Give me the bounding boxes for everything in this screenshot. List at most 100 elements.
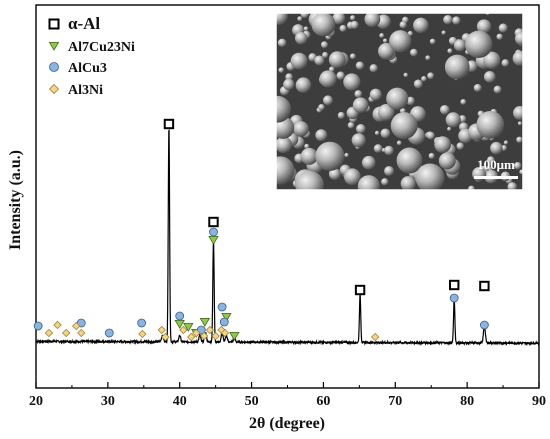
sem-particle (441, 30, 446, 35)
phase-marker-diamond (77, 328, 86, 338)
phase-marker-triangle-down (229, 331, 240, 341)
sem-particle (483, 71, 496, 83)
sem-particle (369, 88, 382, 101)
phase-marker-triangle-down (208, 235, 219, 245)
sem-particle (278, 67, 285, 73)
sem-particle (295, 77, 312, 93)
legend: α-Al Al7Cu23Ni AlCu3 Al3Ni (48, 14, 135, 98)
sem-particle (377, 104, 395, 121)
sem-particle (297, 16, 303, 22)
phase-marker-circle (33, 321, 43, 331)
sem-particle (350, 15, 356, 21)
sem-particle (344, 168, 361, 186)
sem-particle (434, 136, 451, 153)
sem-particle (315, 141, 345, 171)
sem-particle (514, 32, 523, 46)
sem-particle (319, 70, 337, 88)
sem-particle (453, 39, 466, 52)
phase-marker-diamond (371, 332, 380, 342)
phase-marker-triangle-down (221, 312, 232, 322)
phase-marker-diamond (53, 320, 62, 330)
phase-marker-diamond (187, 332, 196, 342)
sem-particle (293, 121, 309, 137)
phase-marker-square (163, 118, 175, 130)
sem-particle (439, 104, 450, 115)
sem-particle (328, 51, 346, 69)
sem-particle (285, 73, 293, 81)
phase-marker-diamond (44, 328, 54, 338)
sem-particle (384, 145, 394, 156)
phase-marker-square (449, 279, 460, 291)
phase-marker-diamond (192, 328, 201, 338)
x-tick-label-20: 20 (29, 394, 43, 409)
sem-particle (300, 13, 310, 19)
sem-particle (517, 121, 522, 126)
sem-particle (456, 142, 465, 150)
sem-particle (425, 55, 431, 61)
legend-symbol-triangle-down (48, 42, 60, 51)
sem-particle (498, 23, 508, 33)
sem-particle (357, 175, 380, 190)
sem-particle (354, 90, 363, 98)
sem-particle (493, 85, 502, 94)
y-axis-title: Intensity (a.u.) (7, 150, 24, 250)
legend-label-square: α-Al (68, 14, 100, 33)
sem-particle (413, 79, 423, 89)
sem-particle (413, 17, 429, 34)
x-tick-label-40: 40 (173, 394, 187, 409)
sem-particle (328, 168, 341, 181)
sem-particle (283, 78, 295, 91)
x-axis-ticks (35, 382, 540, 388)
phase-marker-square (208, 216, 219, 228)
phase-marker-diamond (199, 331, 209, 341)
sem-particle (355, 124, 366, 134)
phase-marker-diamond (161, 332, 170, 342)
phase-markers (33, 118, 490, 342)
phase-marker-circle (137, 318, 147, 328)
sem-particle (304, 143, 310, 149)
sem-particle (476, 110, 505, 139)
legend-symbol-square (48, 18, 60, 30)
sem-particle (438, 152, 456, 170)
sem-particle (386, 87, 409, 110)
sem-particle (276, 95, 291, 123)
sem-particle (344, 152, 349, 158)
legend-symbol-circle (49, 62, 59, 72)
sem-particle (295, 170, 324, 190)
sem-particle (300, 147, 318, 165)
sem-particle (447, 48, 453, 54)
sem-particle (503, 140, 509, 145)
sem-particle (350, 20, 359, 30)
sem-particle (343, 73, 361, 91)
sem-particle (374, 130, 380, 136)
sem-particle (378, 42, 395, 60)
sem-scale-bar (474, 176, 518, 179)
sem-particle (380, 128, 391, 139)
sem-particle (421, 75, 427, 82)
sem-particle (443, 15, 453, 25)
sem-particle (364, 13, 381, 28)
legend-label-diamond: Al3Ni (68, 83, 103, 98)
x-tick-label-90: 90 (532, 394, 546, 409)
xrd-pattern-line (35, 128, 540, 347)
sem-particle (516, 136, 523, 144)
sem-particle (473, 83, 482, 92)
sem-particle (332, 13, 346, 25)
sem-particle (276, 156, 295, 185)
sem-particle (277, 38, 287, 48)
sem-particle (276, 13, 288, 26)
sem-particle (351, 133, 366, 148)
sem-particle (379, 33, 385, 39)
sem-particle (496, 33, 503, 40)
phase-marker-diamond (72, 321, 81, 331)
legend-symbol-diamond (48, 83, 60, 95)
sem-particle (352, 97, 369, 114)
phase-marker-circle (219, 317, 229, 327)
sem-particle (389, 30, 412, 53)
sem-particle (512, 50, 523, 66)
sem-particle (452, 16, 461, 25)
legend-label-circle: AlCu3 (68, 61, 107, 76)
sem-particle (337, 111, 345, 120)
sem-particle (501, 59, 510, 67)
